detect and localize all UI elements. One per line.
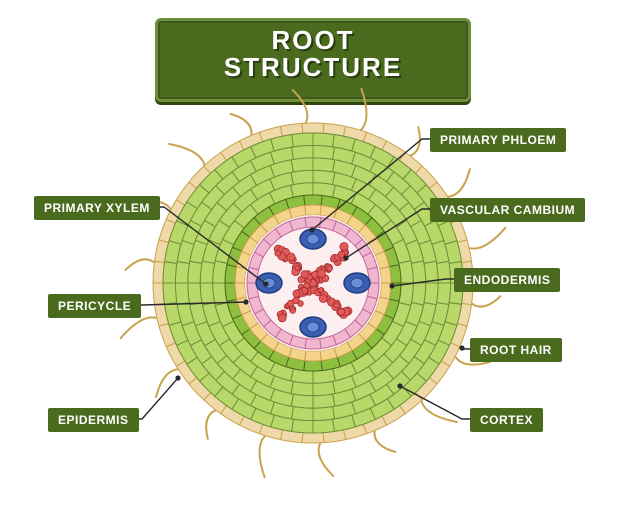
label-pericycle: PERICYCLE [48,294,141,318]
label-primary-xylem: PRIMARY XYLEM [34,196,160,220]
label-root-hair: ROOT HAIR [470,338,562,362]
label-cortex: CORTEX [470,408,543,432]
label-endodermis: ENDODERMIS [454,268,560,292]
label-primary-phloem: PRIMARY PHLOEM [430,128,566,152]
label-epidermis: EPIDERMIS [48,408,139,432]
label-vascular-cambium: VASCULAR CAMBIUM [430,198,585,222]
